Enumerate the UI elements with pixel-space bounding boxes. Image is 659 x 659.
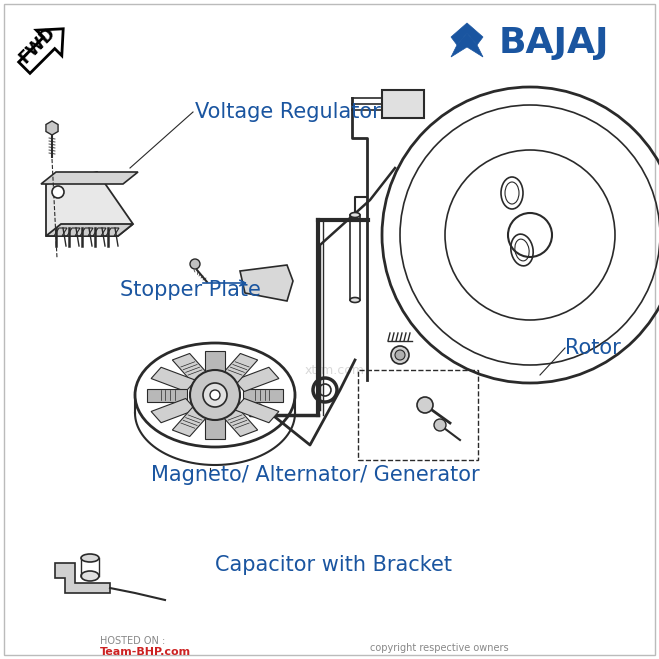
Text: BAJAJ: BAJAJ bbox=[499, 26, 610, 60]
Polygon shape bbox=[240, 265, 293, 301]
Polygon shape bbox=[173, 407, 210, 436]
Text: Rotor: Rotor bbox=[565, 338, 621, 358]
Polygon shape bbox=[80, 228, 93, 236]
Text: copyright respective owners: copyright respective owners bbox=[370, 643, 509, 653]
Ellipse shape bbox=[350, 212, 360, 217]
Text: xtrm.com: xtrm.com bbox=[305, 364, 365, 376]
Polygon shape bbox=[451, 23, 483, 45]
Polygon shape bbox=[46, 121, 58, 135]
Circle shape bbox=[417, 397, 433, 413]
Text: Team-BHP.com: Team-BHP.com bbox=[100, 647, 191, 657]
Polygon shape bbox=[451, 33, 483, 57]
Polygon shape bbox=[205, 413, 225, 439]
Polygon shape bbox=[93, 228, 106, 236]
Polygon shape bbox=[234, 367, 279, 391]
Text: Capacitor with Bracket: Capacitor with Bracket bbox=[215, 555, 452, 575]
Text: FWD: FWD bbox=[15, 23, 59, 67]
Circle shape bbox=[395, 350, 405, 360]
Polygon shape bbox=[151, 367, 196, 391]
Circle shape bbox=[52, 186, 64, 198]
Polygon shape bbox=[243, 389, 283, 401]
Circle shape bbox=[190, 259, 200, 269]
Circle shape bbox=[434, 419, 446, 431]
Polygon shape bbox=[46, 224, 133, 236]
Ellipse shape bbox=[81, 554, 99, 562]
Circle shape bbox=[391, 346, 409, 364]
Polygon shape bbox=[205, 351, 225, 377]
Polygon shape bbox=[55, 563, 110, 593]
Polygon shape bbox=[173, 353, 210, 382]
Polygon shape bbox=[67, 228, 80, 236]
Polygon shape bbox=[382, 90, 424, 118]
Ellipse shape bbox=[350, 297, 360, 302]
Polygon shape bbox=[46, 172, 133, 236]
Polygon shape bbox=[151, 399, 196, 422]
Polygon shape bbox=[41, 172, 138, 184]
Text: HOSTED ON :: HOSTED ON : bbox=[100, 636, 165, 646]
Polygon shape bbox=[54, 228, 67, 236]
Text: Magneto/ Alternator/ Generator: Magneto/ Alternator/ Generator bbox=[151, 465, 479, 485]
Text: Voltage Regulator: Voltage Regulator bbox=[195, 102, 381, 122]
Circle shape bbox=[203, 383, 227, 407]
Ellipse shape bbox=[81, 571, 99, 581]
Polygon shape bbox=[220, 353, 258, 382]
Text: Stopper Plate: Stopper Plate bbox=[120, 280, 261, 300]
Polygon shape bbox=[234, 399, 279, 422]
Polygon shape bbox=[220, 407, 258, 436]
Circle shape bbox=[190, 370, 240, 420]
Circle shape bbox=[210, 390, 220, 400]
Polygon shape bbox=[147, 389, 187, 401]
Polygon shape bbox=[18, 29, 63, 73]
Polygon shape bbox=[106, 228, 119, 236]
